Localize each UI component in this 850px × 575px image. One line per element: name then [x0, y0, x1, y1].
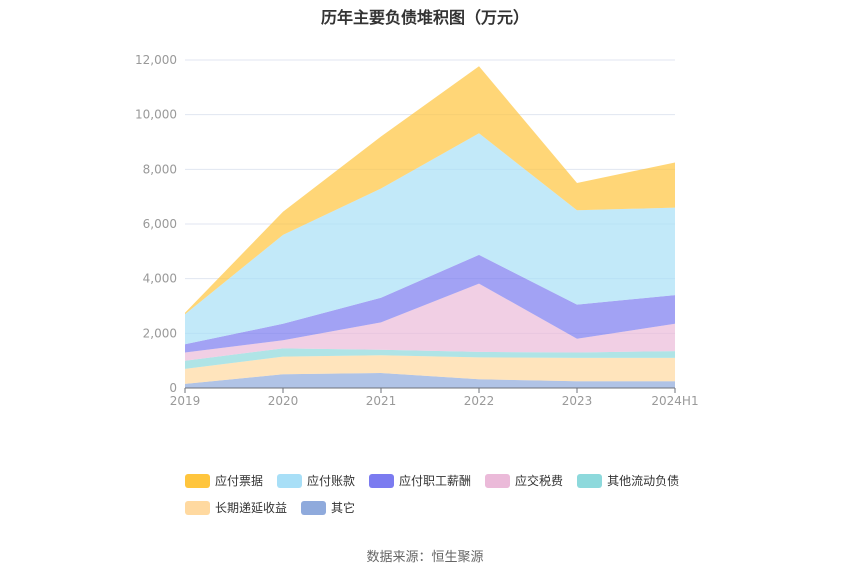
legend-label: 应付账款 — [307, 474, 356, 488]
area-series-应付职工薪酬 — [185, 254, 675, 353]
legend-item[interactable]: 长期递延收益 — [185, 499, 287, 516]
legend-item[interactable]: 应付职工薪酬 — [369, 472, 471, 489]
y-tick-label: 10,000 — [135, 108, 177, 122]
y-tick-label: 12,000 — [135, 53, 177, 67]
area-series-应付票据 — [185, 66, 675, 315]
legend-swatch — [485, 473, 511, 488]
legend: 应付票据 应付账款 应付职工薪酬 应交税费 其他流动负债长期递延收益 其它 — [185, 472, 705, 526]
area-series-应交税费 — [185, 283, 675, 361]
area-series-其他流动负债 — [185, 348, 675, 369]
legend-item[interactable]: 应付票据 — [185, 472, 263, 489]
axis-layer: 0 2,000 4,000 6,000 8,000 10,000 12,000 2019 202… — [135, 53, 699, 408]
legend-swatch — [369, 473, 395, 488]
area-layer — [185, 66, 675, 388]
legend-swatch — [185, 500, 210, 515]
x-tick-label: 2023 — [562, 394, 593, 408]
legend-swatch — [577, 473, 603, 488]
legend-label: 应付票据 — [215, 474, 264, 488]
legend-label: 其他流动负债 — [607, 474, 680, 488]
legend-swatch — [277, 473, 303, 488]
y-tick-label: 6,000 — [143, 217, 177, 231]
legend-label: 其它 — [331, 501, 356, 515]
legend-item[interactable]: 其他流动负债 — [577, 472, 679, 489]
legend-item[interactable]: 应付账款 — [277, 472, 355, 489]
legend-item[interactable]: 其它 — [301, 499, 355, 516]
x-tick-label: 2021 — [366, 394, 397, 408]
legend-label: 长期递延收益 — [215, 501, 288, 515]
y-tick-label: 0 — [169, 381, 177, 395]
area-series-其它 — [185, 373, 675, 388]
y-tick-label: 8,000 — [143, 162, 177, 176]
chart-title: 历年主要负债堆积图（万元） — [320, 8, 529, 27]
area-series-长期递延收益 — [185, 355, 675, 384]
y-tick-label: 2,000 — [143, 326, 177, 340]
y-tick-label: 4,000 — [143, 272, 177, 286]
legend-swatch — [185, 473, 210, 488]
x-tick-label: 2022 — [464, 394, 495, 408]
x-tick-label: 2024H1 — [651, 394, 698, 408]
legend-item[interactable]: 应交税费 — [485, 472, 563, 489]
x-tick-label: 2019 — [170, 394, 201, 408]
legend-row: 应付票据 应付账款 应付职工薪酬 应交税费 其他流动负债长期递延收益 其它 — [185, 472, 705, 526]
legend-swatch — [301, 500, 327, 515]
x-tick-label: 2020 — [268, 394, 299, 408]
legend-label: 应付职工薪酬 — [399, 474, 472, 488]
legend-label: 应交税费 — [515, 474, 564, 488]
source-text: 数据来源：恒生聚源 — [366, 550, 484, 565]
area-series-应付账款 — [185, 133, 675, 345]
